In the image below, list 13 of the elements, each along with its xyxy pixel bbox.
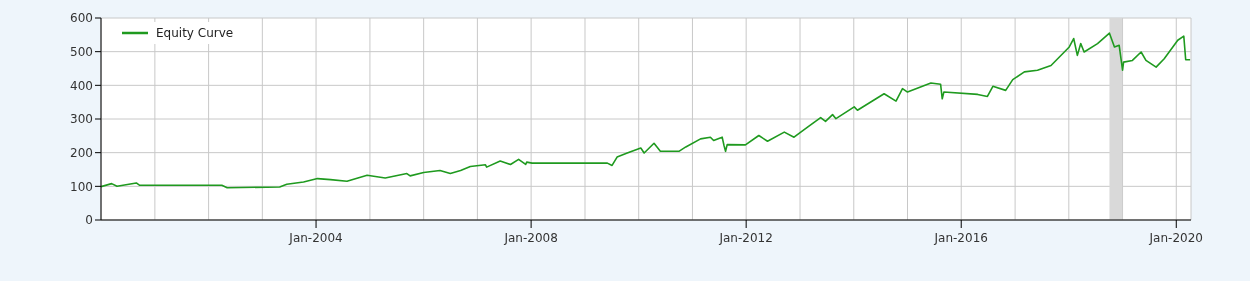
y-tick-label: 600 <box>70 11 93 26</box>
y-tick-label: 500 <box>70 44 93 59</box>
x-tick-label: Jan-2016 <box>933 231 988 245</box>
y-tick-label: 100 <box>70 179 93 194</box>
y-tick-label: 400 <box>70 78 93 93</box>
y-tick-label: 300 <box>70 112 93 127</box>
x-tick-label: Jan-2012 <box>718 231 773 245</box>
x-tick-label: Jan-2008 <box>503 231 558 245</box>
x-tick-label: Jan-2020 <box>1148 231 1203 245</box>
y-tick-label: 0 <box>85 213 93 228</box>
y-tick-label: 200 <box>70 145 93 160</box>
x-tick-label: Jan-2004 <box>288 231 343 245</box>
legend-label: Equity Curve <box>155 26 234 40</box>
